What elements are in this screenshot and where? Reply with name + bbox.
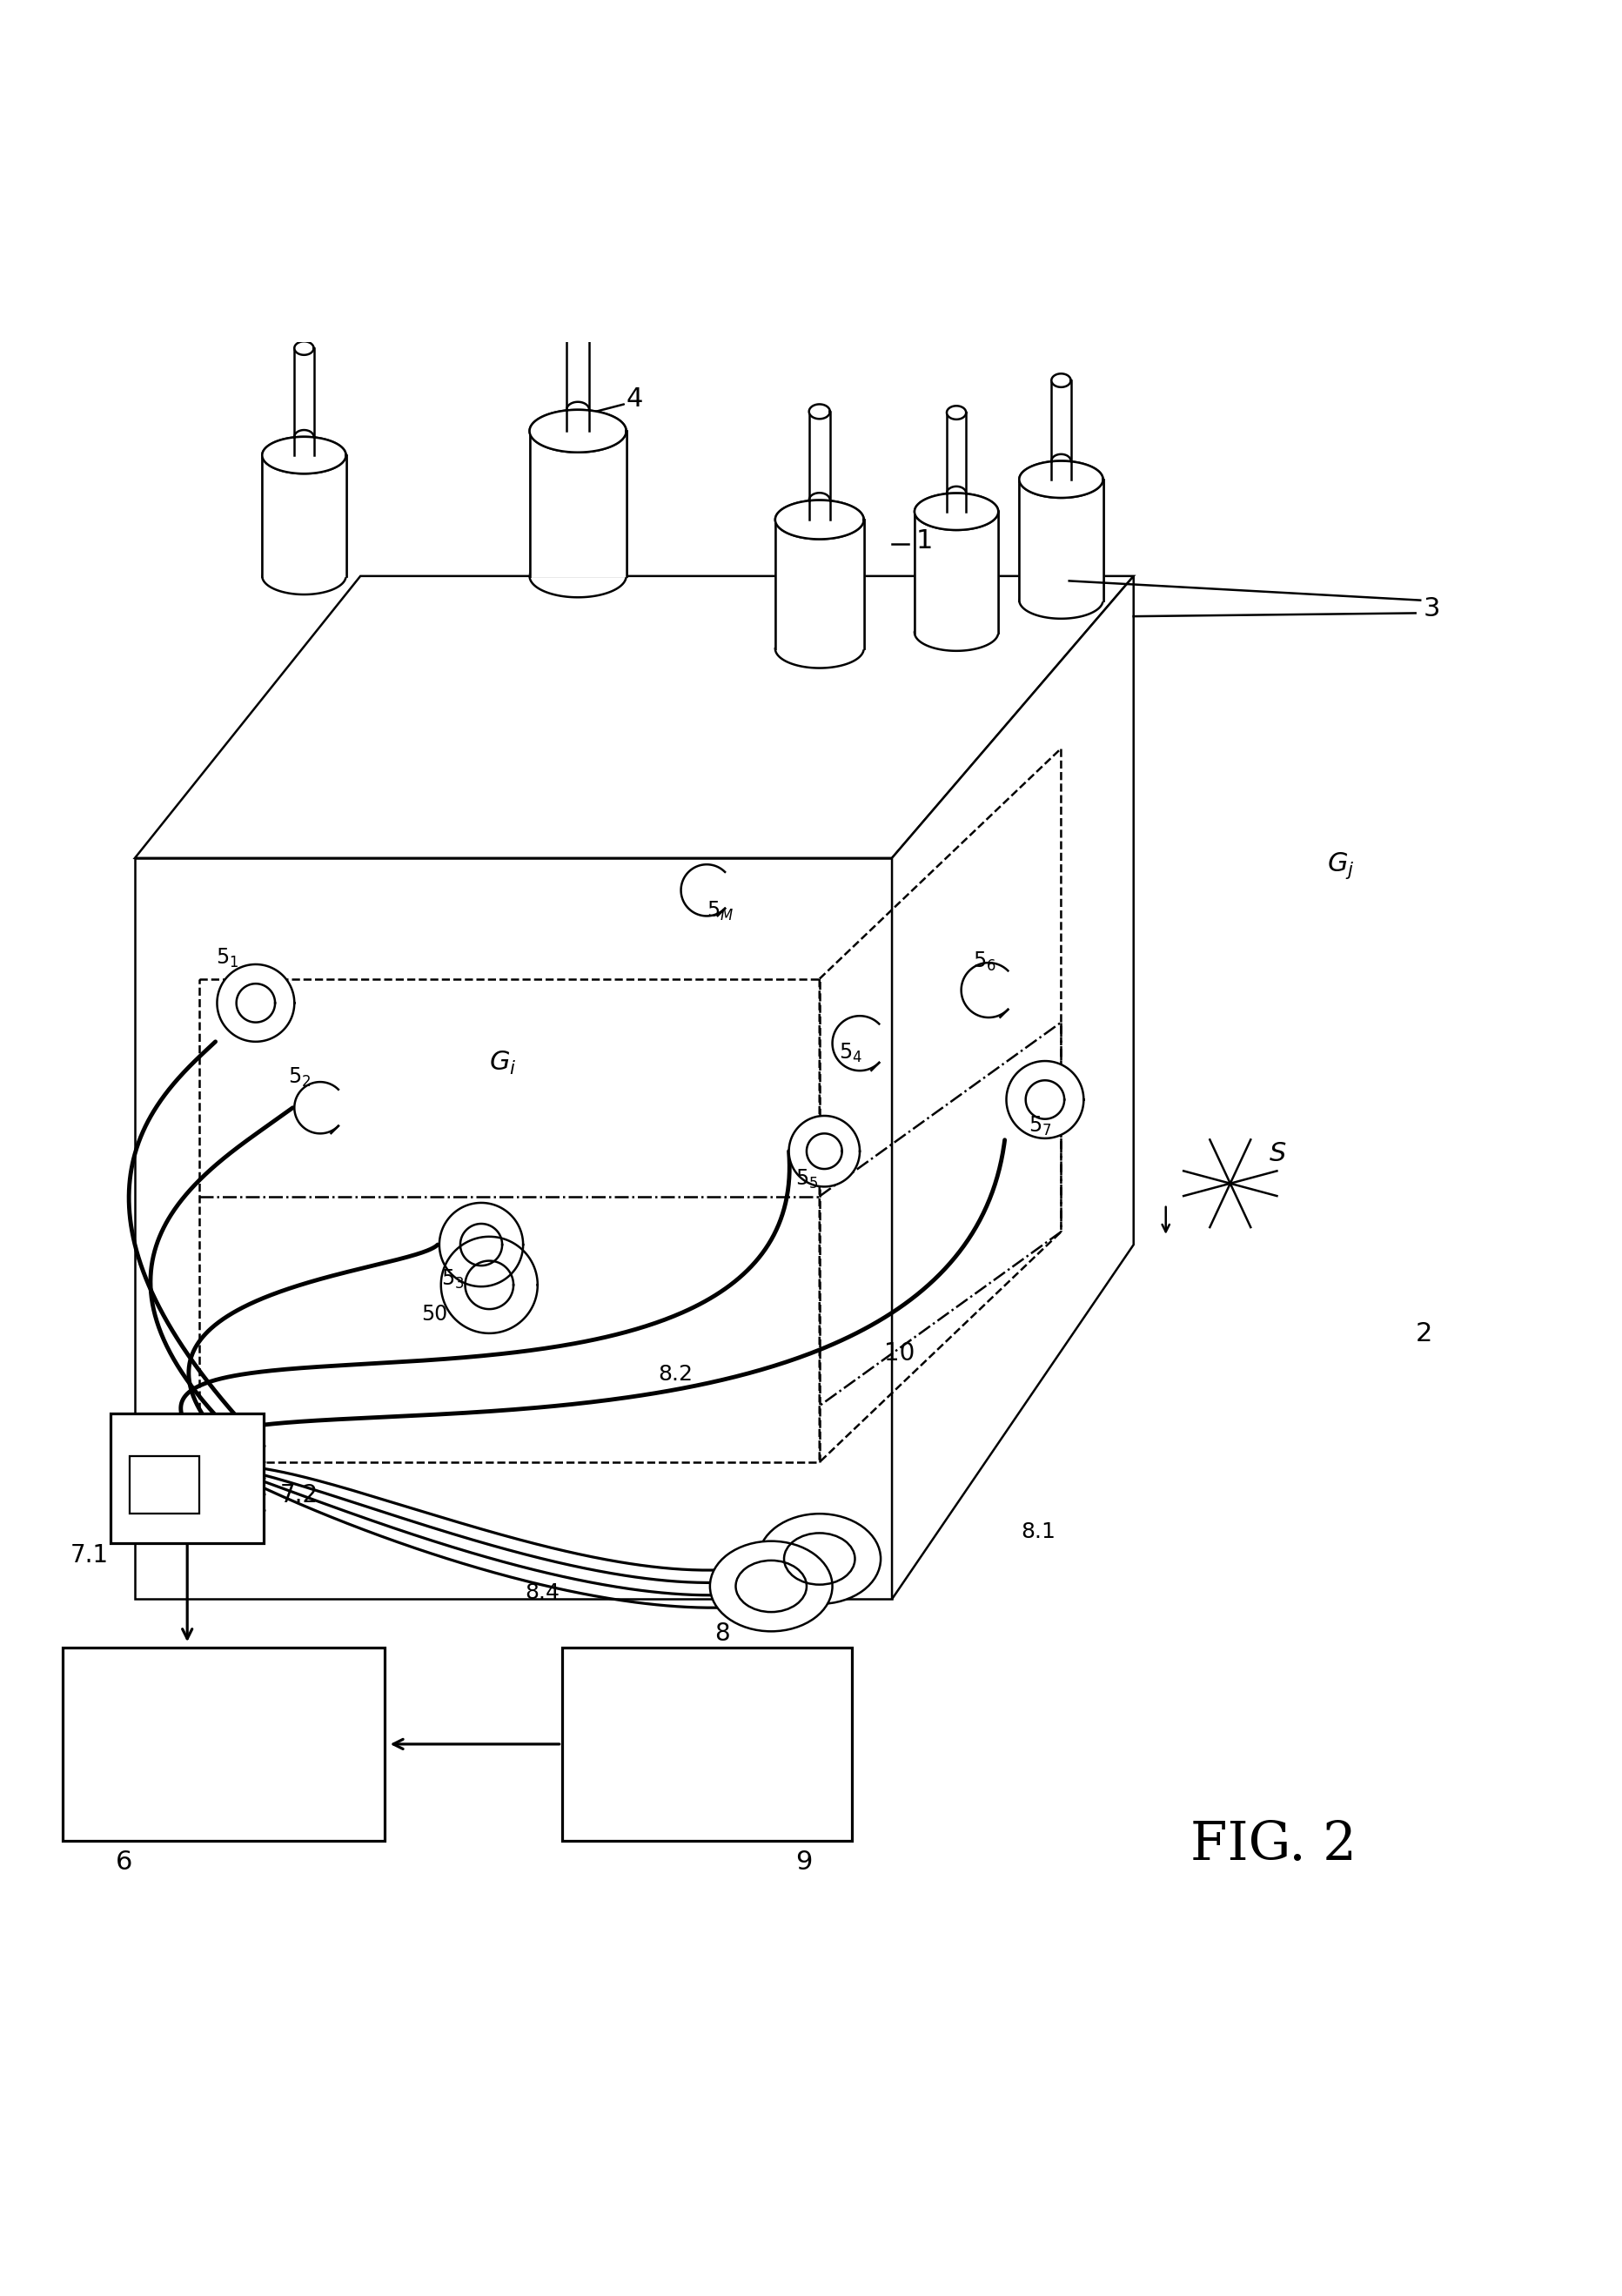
Polygon shape [775, 519, 863, 647]
Text: $G_i$: $G_i$ [488, 1049, 516, 1077]
Text: 8.2: 8.2 [659, 1364, 693, 1384]
Text: 1: 1 [916, 528, 933, 553]
Polygon shape [1006, 1061, 1083, 1139]
Polygon shape [263, 455, 345, 576]
Polygon shape [294, 1081, 339, 1134]
Polygon shape [1019, 461, 1103, 498]
Text: 6: 6 [115, 1851, 133, 1876]
Polygon shape [294, 342, 313, 356]
Text: 50: 50 [422, 1304, 448, 1325]
Polygon shape [915, 494, 998, 530]
Text: 5$_M$: 5$_M$ [706, 900, 733, 923]
Polygon shape [960, 962, 1007, 1017]
Bar [130, 1456, 200, 1513]
Polygon shape [263, 436, 345, 473]
Text: 5$_5$: 5$_5$ [795, 1169, 817, 1189]
Polygon shape [566, 305, 589, 321]
Text: 4: 4 [626, 386, 642, 411]
Bar [62, 1649, 384, 1841]
Text: 9: 9 [795, 1851, 811, 1876]
Text: 8.3: 8.3 [746, 1612, 782, 1632]
Text: 3: 3 [1422, 597, 1440, 622]
Text: 5$_1$: 5$_1$ [216, 946, 238, 969]
Polygon shape [1019, 480, 1103, 599]
Polygon shape [681, 863, 725, 916]
Polygon shape [915, 512, 998, 631]
Text: 8: 8 [714, 1621, 730, 1646]
Polygon shape [263, 436, 345, 473]
Polygon shape [892, 576, 1134, 1598]
Text: 2: 2 [1414, 1320, 1432, 1345]
Ellipse shape [709, 1541, 832, 1632]
Polygon shape [775, 501, 863, 540]
Bar [110, 1414, 264, 1543]
Polygon shape [440, 1203, 522, 1286]
Polygon shape [832, 1015, 879, 1070]
Polygon shape [946, 406, 965, 420]
Text: 5$_2$: 5$_2$ [287, 1065, 310, 1088]
Text: 10: 10 [884, 1341, 915, 1366]
Ellipse shape [757, 1513, 881, 1605]
Text: 5$_7$: 5$_7$ [1028, 1114, 1051, 1137]
Polygon shape [1051, 374, 1071, 388]
Polygon shape [788, 1116, 860, 1187]
Text: FIG. 2: FIG. 2 [1189, 1818, 1356, 1871]
Bar [561, 1649, 852, 1841]
Polygon shape [529, 409, 626, 452]
Text: 7.1: 7.1 [70, 1543, 109, 1568]
Polygon shape [135, 576, 1134, 859]
Text: 5$_6$: 5$_6$ [972, 951, 996, 974]
Polygon shape [217, 964, 294, 1042]
Text: 8.4: 8.4 [524, 1582, 560, 1603]
Text: 5$_3$: 5$_3$ [441, 1267, 464, 1290]
Polygon shape [915, 494, 998, 530]
Text: 8.1: 8.1 [1020, 1522, 1054, 1543]
Polygon shape [529, 409, 626, 452]
Text: 5$_4$: 5$_4$ [839, 1042, 861, 1065]
Text: $S$: $S$ [1268, 1141, 1286, 1166]
Polygon shape [809, 404, 829, 418]
Polygon shape [775, 501, 863, 540]
Text: 7.2: 7.2 [279, 1483, 318, 1508]
Polygon shape [1019, 461, 1103, 498]
Text: $G_j$: $G_j$ [1327, 850, 1354, 882]
Polygon shape [441, 1238, 537, 1334]
Polygon shape [529, 432, 626, 576]
